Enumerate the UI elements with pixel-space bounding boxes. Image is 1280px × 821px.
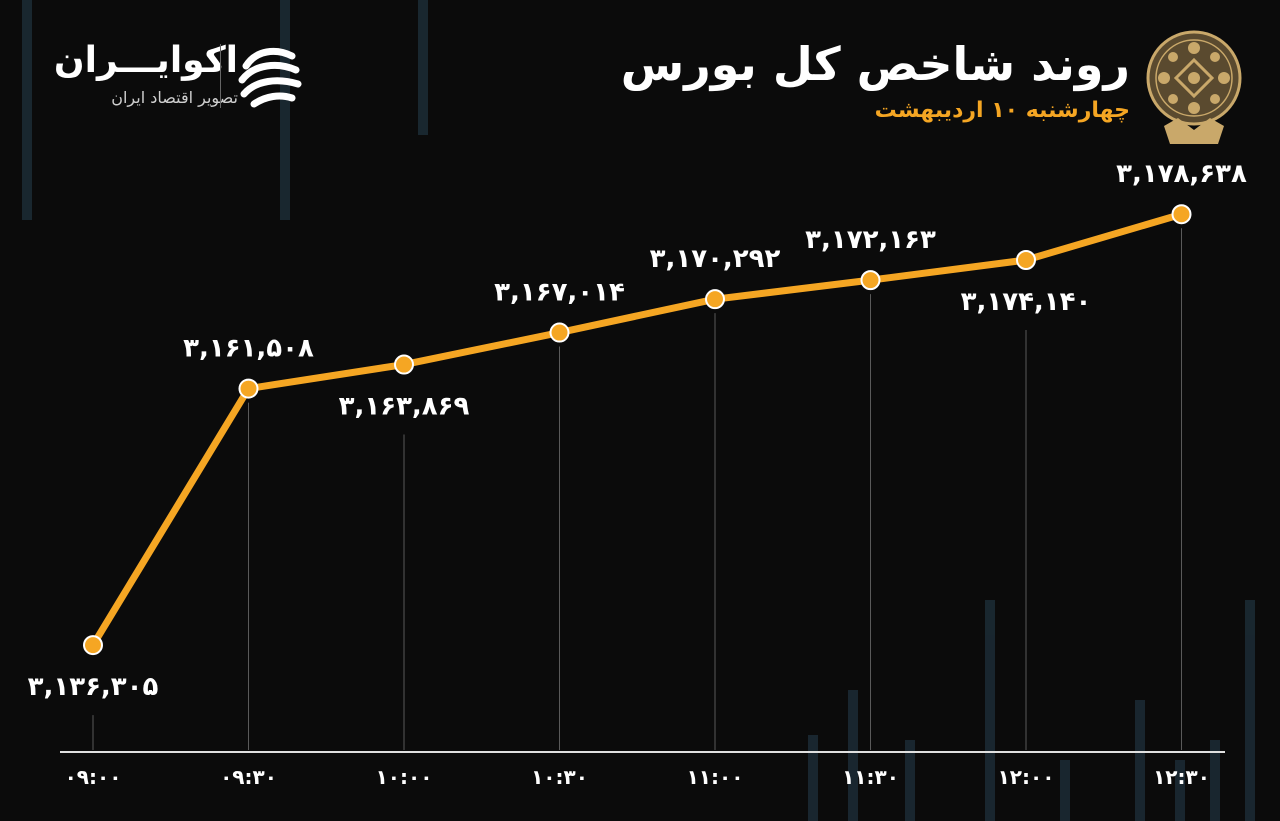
- x-tick-label: ۱۲:۳۰: [1153, 765, 1210, 789]
- data-point: [238, 378, 259, 399]
- data-label: ۳,۱۷۲,۱۶۳: [805, 225, 936, 255]
- page-subtitle: چهارشنبه ۱۰ اردیبهشت: [874, 98, 1130, 123]
- series-line: [89, 210, 1185, 649]
- page-title: روند شاخص کل بورس: [620, 37, 1130, 91]
- x-tick-label: ۱۲:۰۰: [998, 765, 1055, 789]
- data-label: ۳,۱۶۳,۸۶۹: [339, 392, 470, 422]
- data-point: [860, 270, 881, 291]
- data-point: [1016, 250, 1036, 271]
- brand-logo-icon: [238, 47, 302, 108]
- data-point: [394, 354, 414, 375]
- brand-divider: [220, 44, 221, 108]
- data-point: [1171, 204, 1192, 225]
- x-tick-label: ۱۱:۰۰: [687, 765, 744, 789]
- x-tick-label: ۱۱:۳۰: [842, 765, 899, 789]
- data-label: ۳,۱۷۴,۱۴۰: [961, 287, 1092, 317]
- data-point: [705, 289, 725, 310]
- data-label: ۳,۱۳۶,۳۰۵: [28, 672, 159, 702]
- brand: اکوایـــران تصویر اقتصاد ایران: [50, 40, 320, 120]
- x-tick-label: ۱۰:۳۰: [531, 765, 588, 789]
- brand-tagline: تصویر اقتصاد ایران: [111, 88, 238, 107]
- x-tick-label: ۱۰:۰۰: [376, 765, 433, 789]
- data-point: [83, 635, 103, 656]
- data-label: ۳,۱۷۸,۶۳۸: [1116, 159, 1247, 189]
- brand-name: اکوایـــران: [53, 40, 238, 81]
- data-point: [549, 322, 570, 343]
- x-tick-label: ۰۹:۳۰: [220, 765, 277, 789]
- x-tick-label: ۰۹:۰۰: [65, 765, 122, 789]
- data-label: ۳,۱۷۰,۲۹۲: [650, 244, 781, 274]
- data-label: ۳,۱۶۷,۰۱۴: [494, 278, 625, 308]
- stock-exchange-emblem-icon: [1146, 30, 1242, 144]
- data-label: ۳,۱۶۱,۵۰۸: [183, 334, 314, 364]
- title-block: روند شاخص کل بورس چهارشنبه ۱۰ اردیبهشت: [621, 34, 1130, 123]
